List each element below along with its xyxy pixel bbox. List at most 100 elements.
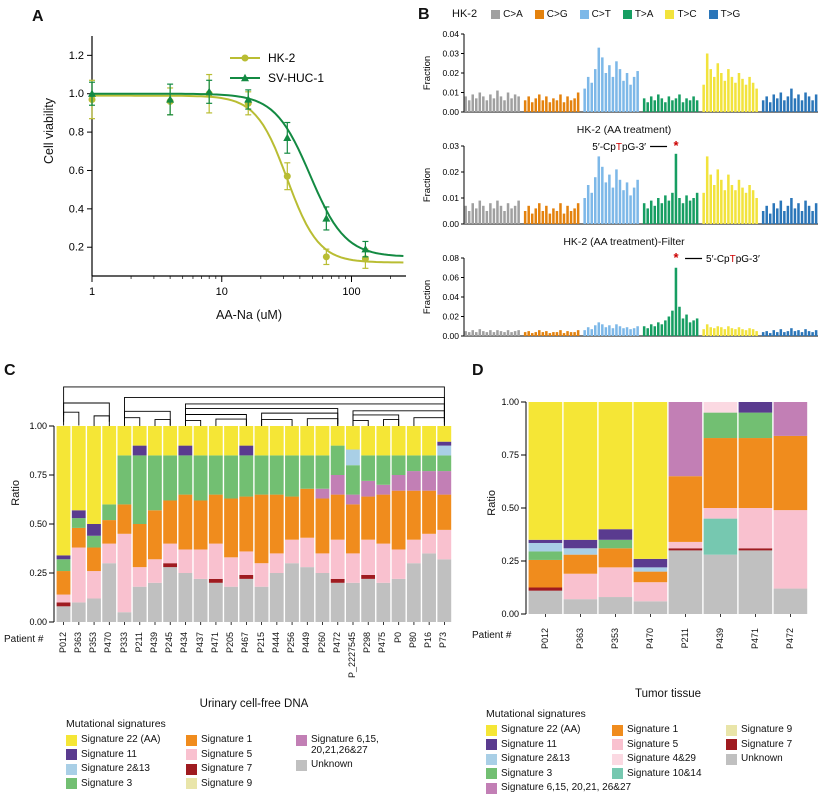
mutation-bar — [583, 88, 586, 112]
mutation-bar — [562, 213, 566, 224]
legend-columns: Signature 22 (AA) Signature 11 Signature 2… — [66, 734, 416, 789]
patient-label: P434 — [179, 632, 190, 654]
mutation-bar — [741, 329, 744, 336]
mutation-bar — [790, 328, 793, 336]
mutation-bar — [573, 208, 576, 224]
mutation-bar — [814, 203, 818, 224]
mutation-bar — [496, 90, 499, 112]
signature-legend-item: Signature 3 — [486, 768, 598, 779]
mutation-bar — [478, 329, 482, 336]
stack-segment — [376, 494, 391, 544]
mutation-bar — [681, 102, 685, 112]
mutation-bar — [653, 326, 657, 336]
mutation-bar — [615, 324, 618, 336]
mutation-type-legend-item: C>T — [579, 9, 611, 20]
legend-label: Signature 9 — [201, 777, 253, 789]
stack-segment — [117, 426, 132, 456]
mutation-bar — [712, 328, 716, 336]
stack-segment — [361, 574, 376, 579]
stack-segment — [239, 574, 254, 579]
patient-label: P444 — [270, 632, 281, 654]
stack-segment — [528, 402, 563, 540]
mutation-bar — [734, 329, 737, 336]
stack-segment — [406, 471, 421, 491]
legend-title: Mutational signatures — [66, 718, 166, 730]
y-tick-label: 0.03 — [442, 48, 459, 58]
stack-segment — [703, 508, 738, 519]
legend-column: Signature 22 (AA) Signature 11 Signature 2… — [486, 724, 631, 794]
stack-segment — [239, 426, 254, 446]
mutation-bar — [625, 327, 629, 336]
stack-segment — [224, 426, 238, 456]
mutation-bar — [467, 211, 471, 224]
x-axis-title: Urinary cell-free DNA — [199, 698, 309, 710]
mutation-bar — [503, 100, 506, 112]
stack-segment — [208, 578, 223, 583]
stack-segment — [300, 426, 315, 456]
mutation-bar — [510, 208, 513, 224]
legend-column: Signature 1 Signature 5 Signature 4&29 Sign… — [612, 724, 712, 794]
signature-legend-item: Signature 5 — [186, 749, 282, 760]
legend-label: Signature 1 — [201, 734, 253, 745]
y-tick-label: 0.00 — [29, 617, 47, 627]
stack-segment — [147, 510, 162, 560]
legend-label: Unknown — [741, 753, 783, 764]
stack-segment — [87, 547, 101, 572]
mutation-bar — [622, 328, 625, 336]
mutation-bar — [786, 205, 790, 224]
mutation-bar — [783, 211, 786, 224]
stack-segment — [633, 558, 668, 568]
y-tick-label: 1.00 — [29, 421, 47, 431]
stack-segment — [376, 455, 391, 485]
mutation-bar — [748, 76, 751, 112]
mutation-bar — [727, 326, 730, 336]
mutation-bar — [559, 330, 562, 336]
legend-swatch — [726, 724, 737, 736]
stack-segment — [703, 412, 738, 439]
stack-segment — [437, 426, 452, 442]
legend-label: T>A — [634, 8, 654, 20]
stack-segment — [315, 455, 330, 489]
mutation-bar — [688, 200, 692, 224]
legend-label: Signature 1 — [627, 724, 679, 735]
stack-segment — [422, 553, 436, 622]
stack-segment — [147, 426, 162, 456]
mutation-bar — [744, 84, 748, 112]
stack-segment — [406, 539, 421, 564]
legend-swatch — [491, 9, 501, 19]
legend-label: Signature 11 — [81, 748, 137, 760]
mutation-bar — [751, 190, 755, 224]
stack-segment — [193, 500, 208, 550]
mutation-bar — [636, 326, 639, 336]
stacked-signature-chart: 0.00 0.25 0.50 0.75 1.00 — [29, 421, 452, 627]
stack-segment — [208, 455, 223, 495]
patient-label: P439 — [149, 632, 159, 654]
mutation-bar — [593, 177, 597, 224]
mutation-bar — [657, 94, 660, 112]
stack-segment — [132, 455, 147, 524]
fit-curve — [92, 92, 404, 257]
mutation-bar — [671, 100, 674, 112]
spike-asterisk: * — [674, 250, 680, 265]
stack-segment — [738, 402, 773, 413]
signature-legend-item: Signature 6,15, 20,21,26&27 — [296, 734, 416, 756]
stack-segment — [300, 537, 315, 568]
mutation-bar — [569, 211, 573, 224]
patient-axis-prefix: Patient # — [4, 634, 44, 645]
mutation-bar — [510, 98, 513, 112]
mutation-bar — [467, 332, 471, 336]
mutation-bar — [471, 203, 474, 224]
stack-segment — [773, 510, 808, 589]
mutation-bar — [586, 327, 590, 336]
y-tick-label: 1.2 — [69, 50, 84, 62]
mutation-bar — [705, 53, 709, 112]
signature-legend-item: Signature 2&13 — [66, 763, 172, 775]
data-point — [361, 244, 370, 253]
mutation-bar — [646, 102, 649, 112]
mutation-bar — [538, 94, 541, 112]
stack-segment — [376, 484, 391, 495]
stack-segment — [224, 557, 238, 587]
patient-label: P260 — [316, 632, 327, 654]
stack-segment — [406, 563, 421, 622]
stack-segment — [193, 549, 208, 579]
